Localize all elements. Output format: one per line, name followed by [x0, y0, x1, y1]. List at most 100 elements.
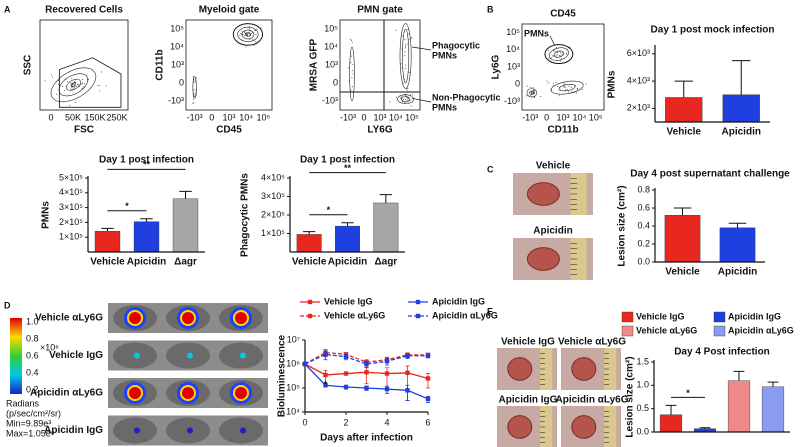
- event-dot: [552, 55, 554, 57]
- event-dot: [401, 95, 403, 97]
- event-dot: [75, 85, 77, 87]
- event-dot: [99, 90, 101, 92]
- data-point: [384, 386, 390, 392]
- legend-marker: [415, 299, 421, 305]
- density-contour: [529, 90, 535, 95]
- event-dot: [531, 91, 533, 93]
- event-dot: [193, 95, 195, 97]
- event-dot: [534, 97, 536, 99]
- data-point: [343, 354, 349, 359]
- data-point: [364, 361, 369, 367]
- wound: [526, 247, 560, 271]
- event-dot: [557, 85, 559, 87]
- density-contour: [70, 82, 77, 88]
- x-tick-label: -10³: [340, 112, 356, 122]
- event-dot: [408, 72, 410, 74]
- y-tick-label: 4×10⁵: [261, 172, 285, 182]
- y-axis-label: Bioluminescence: [277, 334, 288, 417]
- density-contour: [50, 67, 97, 103]
- error-bar: [767, 381, 779, 387]
- legend-marker: [415, 313, 421, 319]
- event-dot: [389, 101, 391, 103]
- wound: [571, 415, 597, 439]
- bar: [722, 94, 760, 123]
- colorbar-note: Max=1.05e⁶: [6, 428, 55, 438]
- y-tick-label: 0.0: [636, 426, 649, 436]
- error-bar: [364, 366, 369, 385]
- error-bar: [101, 227, 114, 232]
- event-dot: [44, 80, 46, 82]
- density-contour: [550, 80, 584, 95]
- bar: [94, 231, 121, 253]
- x-tick-label: 0: [209, 112, 214, 122]
- event-dot: [248, 26, 250, 28]
- y-tick-label: 0.4: [637, 220, 650, 230]
- signal: [129, 312, 141, 324]
- y-tick-label: 1.5: [636, 356, 649, 366]
- event-dot: [561, 53, 563, 55]
- x-tick-label: Apicidin: [127, 257, 166, 268]
- event-dot: [408, 38, 410, 40]
- panel-label: B: [487, 4, 494, 14]
- event-dot: [563, 83, 565, 85]
- event-dot: [352, 73, 354, 75]
- event-dot: [408, 33, 410, 35]
- y-axis-label: PMNs: [607, 70, 618, 98]
- legend-label: Apicidin αLy6G: [432, 310, 498, 320]
- y-tick-label: 10³: [325, 59, 338, 69]
- y-axis-label: Lesion size (cm²): [617, 185, 628, 266]
- row-label: Vehicle IgG: [49, 350, 103, 361]
- y-tick-label: 10⁵: [286, 382, 300, 392]
- data-point: [405, 353, 410, 358]
- event-dot: [66, 80, 68, 82]
- density-contour: [65, 78, 81, 91]
- event-dot: [404, 50, 406, 52]
- bar: [761, 386, 785, 433]
- event-dot: [531, 92, 533, 94]
- density-contour: [402, 28, 410, 84]
- signal: [235, 387, 247, 399]
- event-dot: [349, 38, 351, 40]
- event-dot: [547, 49, 549, 51]
- signal: [134, 352, 140, 359]
- event-dot: [244, 32, 246, 34]
- legend-label: Apicidin αLy6G: [728, 325, 794, 335]
- y-tick-label: 4×10⁵: [59, 187, 83, 197]
- event-dot: [56, 93, 58, 95]
- event-dot: [73, 84, 75, 86]
- event-dot: [564, 89, 566, 91]
- data-point: [364, 385, 369, 391]
- x-tick-label: Apicidin: [328, 257, 367, 268]
- x-tick-label: 10⁴: [572, 112, 586, 122]
- error-bar: [379, 194, 392, 203]
- event-dot: [193, 79, 195, 81]
- legend-marker: [307, 313, 313, 319]
- annotation-arrow: [411, 97, 432, 103]
- data-point: [323, 372, 328, 378]
- signal: [240, 352, 246, 359]
- event-dot: [561, 58, 563, 60]
- data-point: [405, 388, 410, 393]
- event-dot: [548, 82, 550, 84]
- row-label: Apicidin αLy6G: [30, 388, 103, 399]
- panel-label: E: [487, 306, 493, 316]
- plot-title: PMN gate: [357, 5, 403, 16]
- x-tick-label: 10³: [222, 112, 235, 122]
- event-dot: [533, 89, 535, 91]
- error-bar: [732, 60, 751, 95]
- bar: [727, 380, 751, 433]
- x-tick-label: 50K: [65, 112, 81, 122]
- signal: [187, 427, 193, 434]
- event-dot: [86, 79, 88, 81]
- event-dot: [571, 90, 573, 92]
- data-point: [343, 371, 349, 376]
- density-contour: [397, 94, 414, 104]
- x-tick-label: 0: [48, 112, 53, 122]
- event-dot: [71, 78, 73, 80]
- x-tick-label: Apicidin: [718, 267, 757, 278]
- event-dot: [529, 94, 531, 96]
- signal: [182, 312, 194, 324]
- event-dot: [254, 29, 256, 31]
- event-dot: [352, 64, 354, 66]
- density-contour: [237, 26, 259, 42]
